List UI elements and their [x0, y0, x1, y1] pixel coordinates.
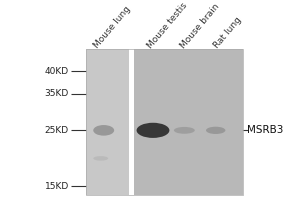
- Text: 15KD: 15KD: [44, 182, 69, 191]
- Ellipse shape: [93, 125, 114, 136]
- Text: Mouse brain: Mouse brain: [179, 2, 221, 50]
- Text: MSRB3: MSRB3: [247, 125, 284, 135]
- Text: 25KD: 25KD: [45, 126, 69, 135]
- Bar: [86, 49, 129, 195]
- Bar: [134, 49, 243, 195]
- Text: Rat lung: Rat lung: [212, 15, 243, 50]
- Bar: [129, 49, 134, 195]
- Text: 35KD: 35KD: [44, 89, 69, 98]
- Bar: [86, 49, 243, 195]
- Ellipse shape: [206, 127, 225, 134]
- Text: Mouse lung: Mouse lung: [92, 4, 133, 50]
- Text: 40KD: 40KD: [45, 67, 69, 76]
- Ellipse shape: [174, 127, 195, 134]
- Text: Mouse testis: Mouse testis: [146, 1, 190, 50]
- Ellipse shape: [93, 156, 108, 161]
- Ellipse shape: [136, 123, 169, 138]
